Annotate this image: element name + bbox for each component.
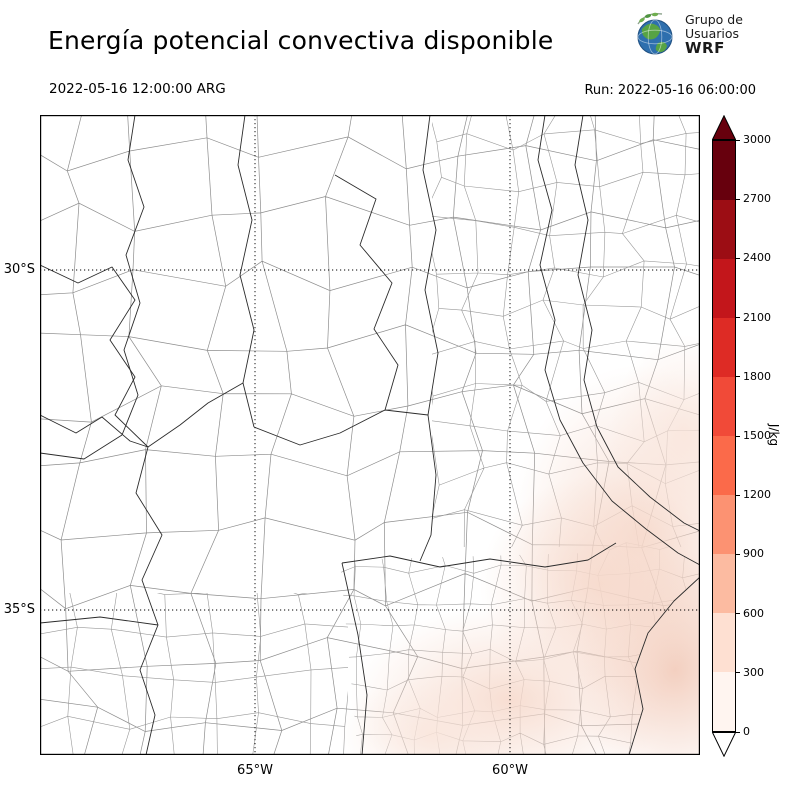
colorbar-under-arrow-box bbox=[712, 732, 736, 757]
province-borders-layer bbox=[40, 115, 700, 755]
gridlines-layer bbox=[40, 115, 700, 755]
page-title: Energía potencial convectiva disponible bbox=[48, 26, 554, 55]
colorbar-unit-label: J/kg bbox=[767, 423, 782, 447]
logo-line-2: Usuarios bbox=[685, 26, 740, 41]
colorbar-under-arrow bbox=[712, 732, 736, 757]
department-boundaries-lapampa bbox=[40, 593, 348, 755]
map-frame bbox=[40, 115, 700, 755]
globe-icon bbox=[637, 12, 673, 55]
lon-label-60w: 60°W bbox=[492, 763, 528, 778]
wrf-users-group-logo: Grupo de Usuarios WRF bbox=[632, 10, 743, 58]
lat-label-30s: 30°S bbox=[3, 262, 35, 277]
colorbar-segments bbox=[712, 140, 736, 732]
lat-label-35s: 35°S bbox=[3, 602, 35, 617]
lon-label-65w: 65°W bbox=[237, 763, 273, 778]
logo-line-1: Grupo de bbox=[685, 12, 743, 27]
colorbar-over-arrow-box bbox=[712, 115, 736, 140]
map-canvas bbox=[40, 115, 700, 755]
run-time-label: Run: 2022-05-16 06:00:00 bbox=[584, 83, 756, 98]
valid-time-label: 2022-05-16 12:00:00 ARG bbox=[49, 81, 226, 97]
colorbar-over-arrow bbox=[712, 115, 736, 140]
logo-line-3: WRF bbox=[685, 39, 725, 57]
logo-text: Grupo de Usuarios WRF bbox=[685, 12, 743, 57]
